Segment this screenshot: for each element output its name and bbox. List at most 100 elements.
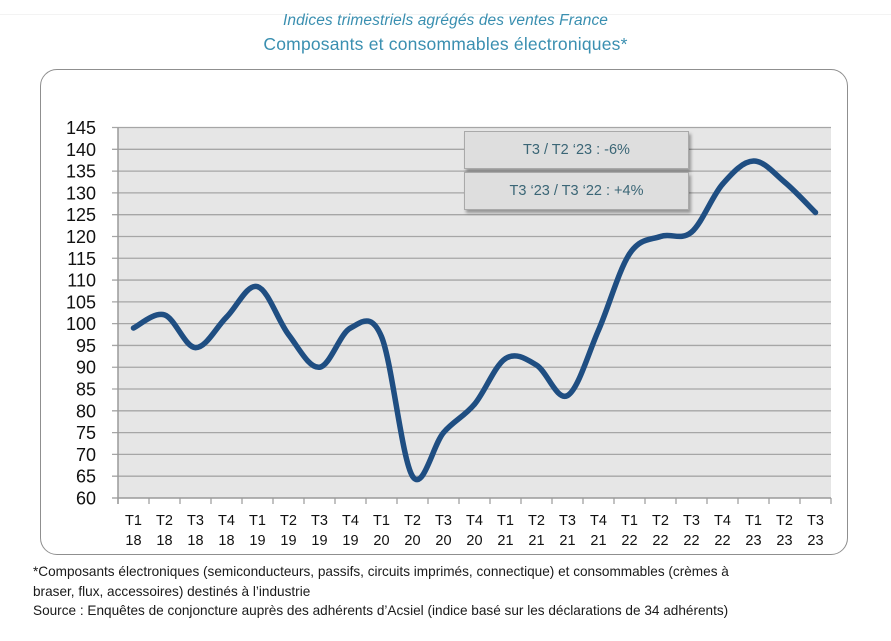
x-tick-label-quarter: T3 — [435, 513, 452, 529]
data-point-T1-20 — [378, 334, 385, 340]
y-tick-label: 60 — [76, 489, 96, 509]
data-point-T4-19 — [347, 325, 354, 331]
y-tick-label: 75 — [76, 423, 96, 443]
x-tick-label-year: 23 — [807, 533, 823, 549]
chart-subtitle: Indices trimestriels agrégés des ventes … — [282, 12, 609, 29]
x-tick-label-quarter: T3 — [683, 513, 700, 529]
top-strip — [0, 0, 891, 15]
x-tick-label-year: 18 — [125, 533, 141, 549]
annotation-quarter-change: T3 / T2 ‘23 : -6% — [464, 131, 689, 169]
y-tick-label: 130 — [66, 183, 96, 203]
x-tick-label-quarter: T2 — [280, 513, 297, 529]
x-tick-label-quarter: T4 — [218, 513, 235, 529]
x-tick-label-year: 21 — [528, 533, 544, 549]
x-tick-label-year: 20 — [435, 533, 451, 549]
x-tick-label-quarter: T1 — [249, 513, 266, 529]
footnote-line-1: *Composants électroniques (semiconducteu… — [33, 564, 729, 579]
x-tick-label-year: 20 — [466, 533, 482, 549]
x-tick-label-quarter: T3 — [187, 513, 204, 529]
y-tick-label: 110 — [67, 271, 96, 291]
x-tick-label-quarter: T1 — [745, 513, 762, 529]
x-tick-label-quarter: T1 — [621, 513, 638, 529]
x-tick-label-quarter: T2 — [776, 513, 793, 529]
x-axis-ticks: T1 18 T2 18 T3 18 T4 18 T1 19 T2 19 T3 19 T4 19 T1 20 T2 20… — [117, 498, 832, 549]
x-tick-label-quarter: T2 — [404, 513, 421, 529]
x-tick-label-quarter: T3 — [559, 513, 576, 529]
footnote-source: Source : Enquêtes de conjoncture auprès … — [33, 603, 729, 618]
data-point-T4-22 — [719, 181, 726, 187]
data-point-T1-22 — [626, 251, 633, 257]
x-tick-label-quarter: T4 — [590, 513, 607, 529]
x-tick-label-year: 19 — [249, 533, 265, 549]
x-tick-label-year: 21 — [497, 533, 513, 549]
chart-title: Composants et consommables électroniques… — [263, 34, 628, 54]
x-tick-label-year: 22 — [714, 533, 730, 549]
x-tick-label-quarter: T2 — [528, 513, 545, 529]
series-line-indice — [130, 158, 819, 483]
data-point-T3-22 — [688, 229, 695, 235]
data-point-T4-21 — [595, 327, 602, 333]
y-tick-label: 115 — [67, 249, 96, 269]
y-tick-label: 100 — [66, 314, 96, 334]
data-point-T2-22 — [657, 233, 664, 240]
x-tick-label-year: 21 — [559, 533, 575, 549]
y-tick-label: 95 — [76, 336, 96, 356]
y-tick-label: 140 — [66, 140, 96, 160]
data-point-T3-23 — [812, 209, 819, 216]
y-tick-label: 85 — [76, 380, 96, 400]
y-tick-label: 120 — [66, 227, 96, 247]
x-tick-label-year: 22 — [683, 533, 699, 549]
y-tick-label: 80 — [76, 401, 96, 421]
data-point-T4-18 — [223, 314, 230, 320]
x-tick-label-year: 18 — [156, 533, 172, 549]
x-tick-label-quarter: T1 — [373, 513, 390, 529]
x-tick-label-year: 19 — [342, 533, 358, 549]
x-tick-label-year: 20 — [373, 533, 389, 549]
y-tick-label: 125 — [66, 205, 96, 225]
data-point-T3-20 — [440, 430, 447, 436]
data-point-T1-19 — [254, 283, 261, 290]
x-tick-label-quarter: T4 — [466, 513, 483, 529]
data-point-T4-20 — [471, 401, 478, 407]
gridlines — [112, 126, 831, 499]
data-point-T1-23 — [750, 158, 757, 164]
x-tick-label-quarter: T3 — [807, 513, 824, 529]
x-tick-label-year: 19 — [311, 533, 327, 549]
data-point-T2-19 — [285, 331, 292, 338]
x-tick-label-year: 21 — [590, 533, 606, 549]
annotation-year-change: T3 ‘23 / T3 ‘22 : +4% — [464, 172, 689, 210]
x-tick-label-year: 23 — [745, 533, 761, 549]
data-points — [130, 158, 819, 479]
data-point-T1-21 — [502, 355, 509, 362]
data-point-T3-21 — [564, 392, 571, 399]
x-tick-label-quarter: T1 — [497, 513, 514, 529]
x-tick-label-quarter: T2 — [652, 513, 669, 529]
x-tick-label-quarter: T2 — [156, 513, 173, 529]
x-tick-label-year: 22 — [652, 533, 668, 549]
data-point-T2-23 — [781, 179, 788, 185]
data-point-T3-18 — [192, 345, 199, 351]
y-tick-label: 65 — [76, 467, 96, 487]
y-tick-label: 105 — [66, 292, 96, 312]
x-tick-label-quarter: T4 — [714, 513, 731, 529]
x-tick-label-year: 20 — [404, 533, 420, 549]
x-tick-label-quarter: T4 — [342, 513, 359, 529]
data-point-T2-21 — [533, 362, 540, 368]
y-axis-ticks: 6065707580859095100105110115120125130135… — [66, 118, 96, 509]
y-tick-label: 90 — [76, 358, 96, 378]
y-tick-label: 135 — [66, 162, 96, 182]
x-tick-label-year: 18 — [187, 533, 203, 549]
x-tick-label-quarter: T3 — [311, 513, 328, 529]
data-point-T1-18 — [130, 325, 137, 331]
data-point-T3-19 — [316, 364, 323, 370]
footnote: *Composants électroniques (semiconducteu… — [33, 562, 883, 621]
x-tick-label-year: 23 — [776, 533, 792, 549]
x-tick-label-year: 19 — [280, 533, 296, 549]
y-tick-label: 145 — [66, 118, 96, 138]
footnote-line-2: braser, flux, accessoires) destinés à l’… — [33, 583, 311, 599]
x-tick-label-quarter: T1 — [125, 513, 142, 529]
x-tick-label-year: 22 — [621, 533, 637, 549]
x-tick-label-year: 18 — [218, 533, 234, 549]
data-point-T2-20 — [409, 473, 416, 479]
